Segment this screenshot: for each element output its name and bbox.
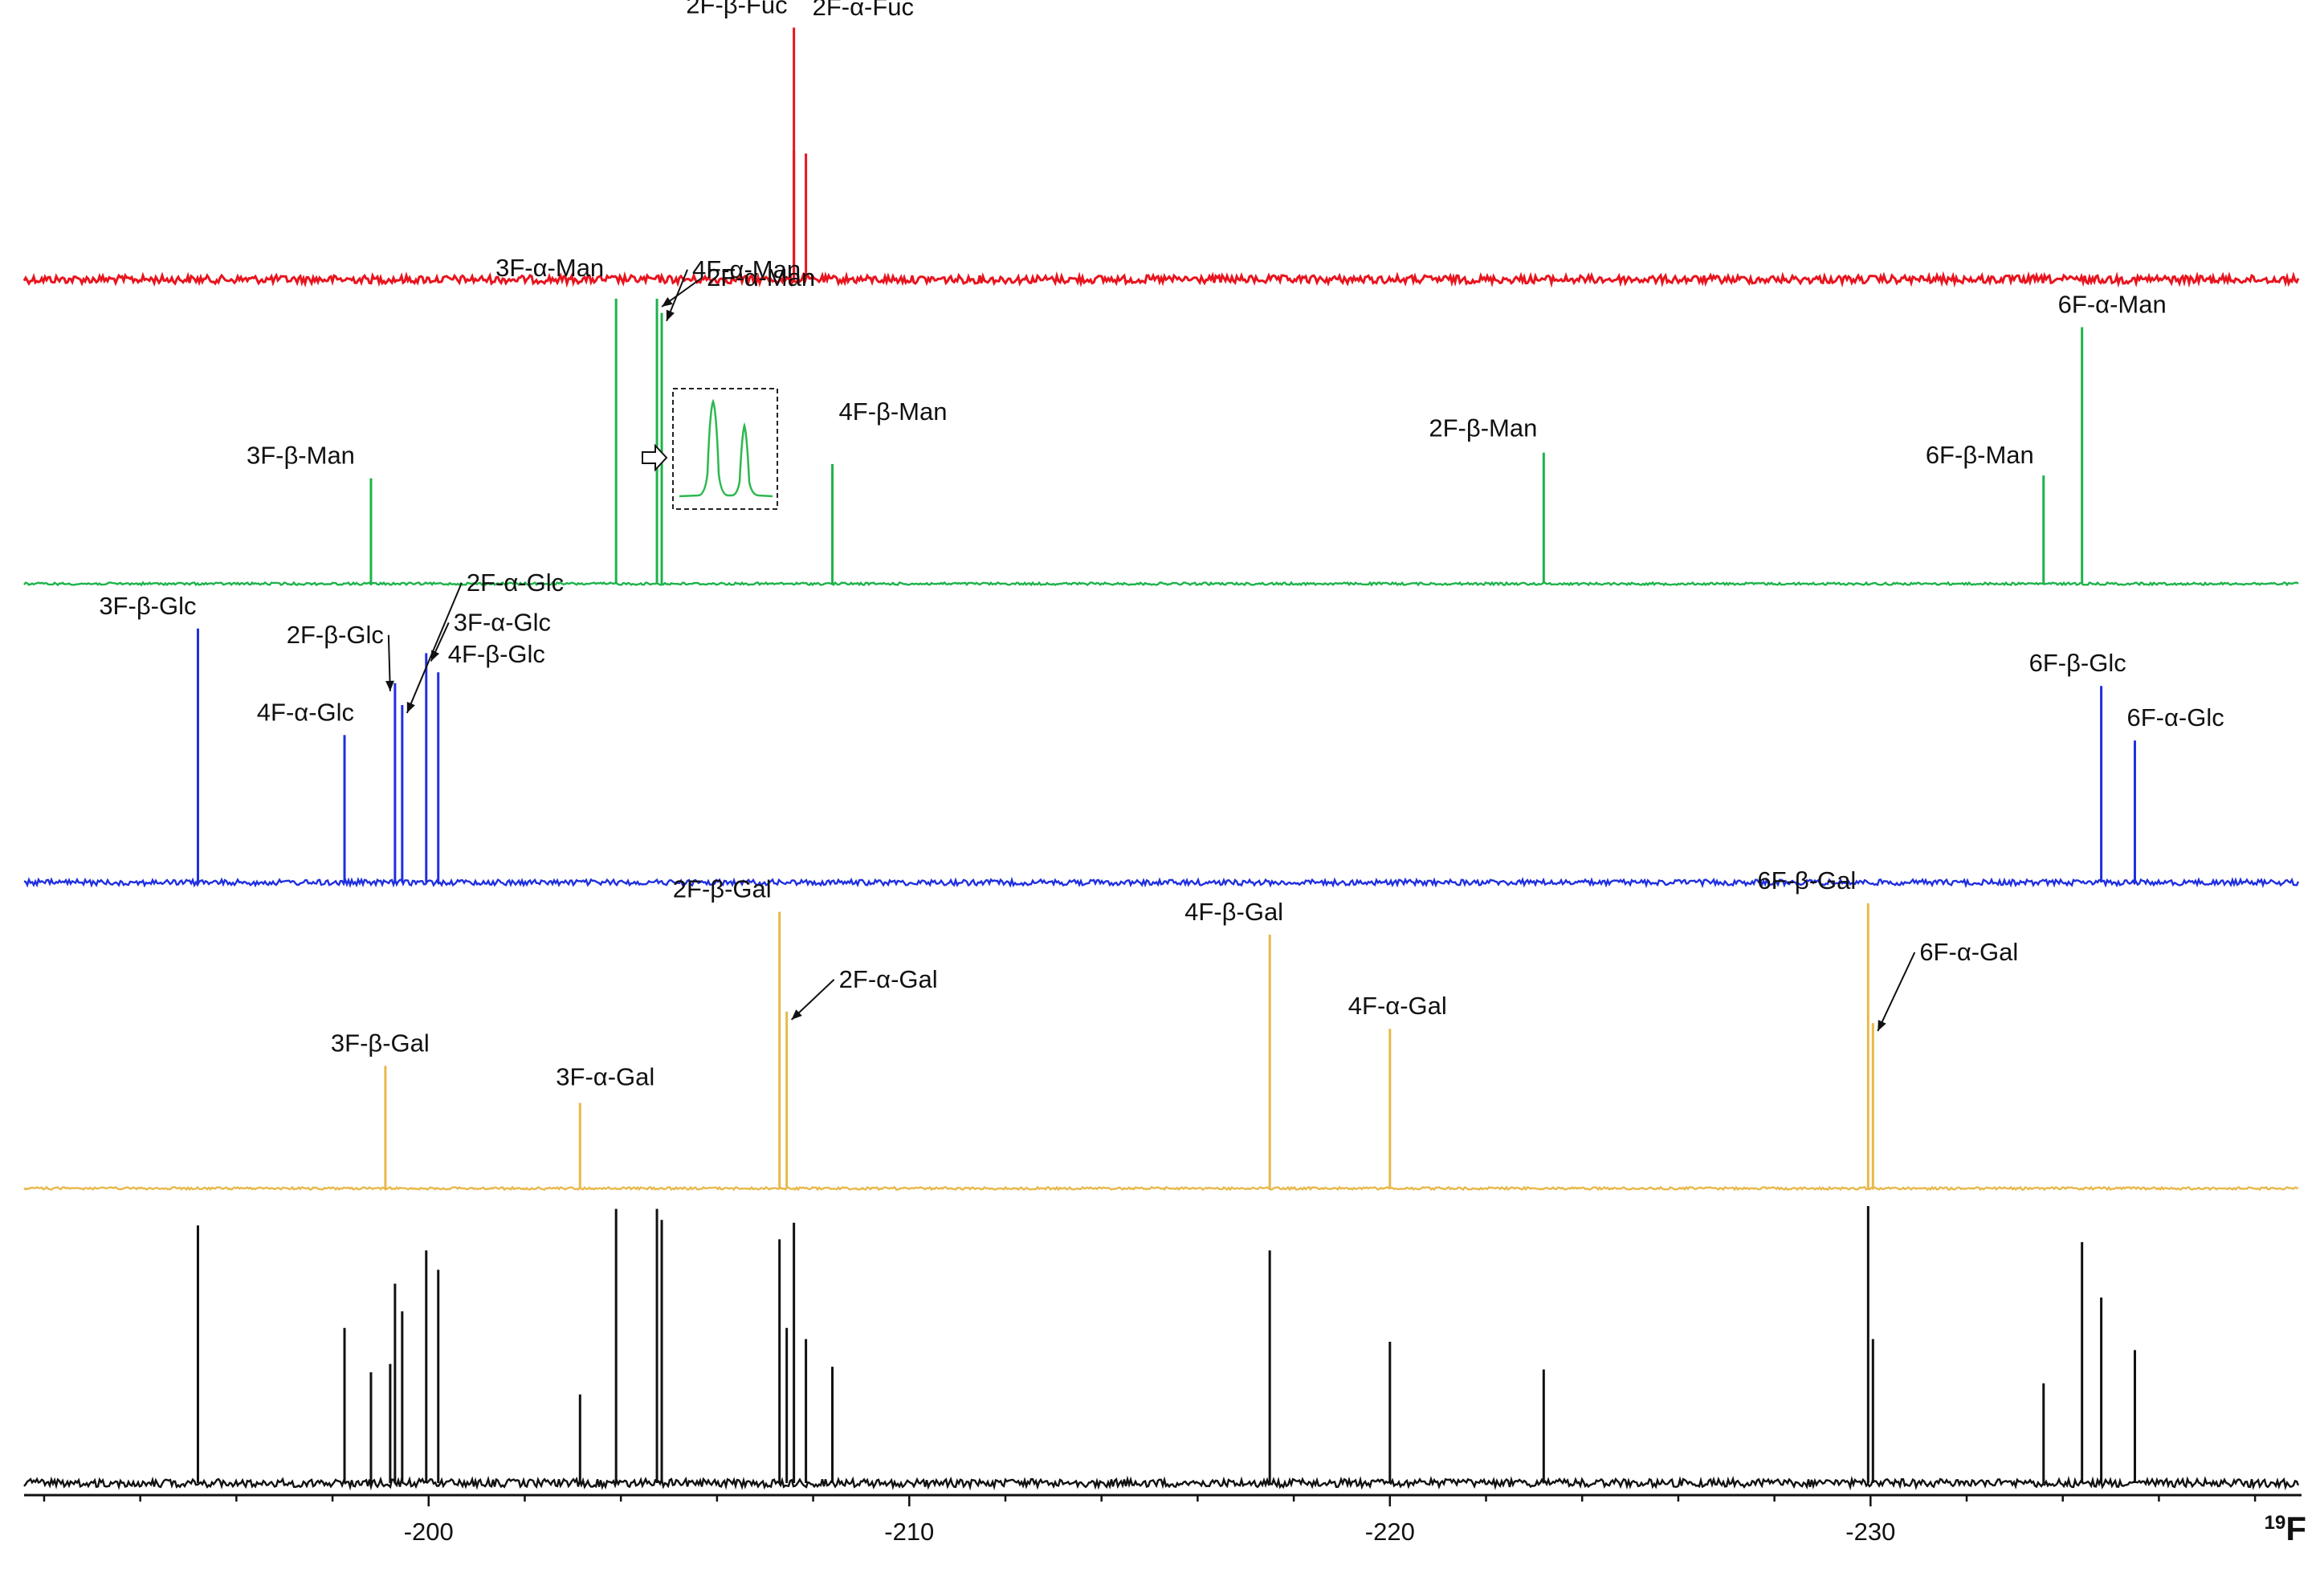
peak-label-man-5: 2F-β-Man [1429, 414, 1537, 442]
label-arrowhead-glc-4 [430, 650, 440, 662]
peak-label-gal-7: 6F-α-Gal [1919, 938, 2018, 966]
peak-label-man-4: 4F-β-Man [839, 397, 948, 426]
peak-label-gal-0: 3F-β-Gal [331, 1029, 430, 1057]
peak-label-gal-4: 4F-β-Gal [1184, 898, 1283, 926]
x-tick-label: -230 [1845, 1518, 1895, 1546]
peak-label-glc-6: 6F-β-Glc [2029, 649, 2126, 677]
peak-label-man-2: 2F-α-Man [707, 263, 815, 291]
peak-label-glc-1: 4F-α-Glc [257, 698, 354, 726]
peak-label-man-7: 6F-α-Man [2058, 291, 2167, 319]
label-arrowhead-glc-3 [406, 702, 415, 713]
peak-label-fuc-0: 2F-β-Fuc [686, 0, 787, 18]
inset-box [672, 388, 778, 510]
label-arrowhead-man-2 [662, 297, 673, 307]
peak-label-gal-6: 6F-β-Gal [1757, 866, 1856, 895]
x-axis: -200 -210 -220 -230 19F [24, 1494, 2306, 1547]
peak-label-man-6: 6F-β-Man [1926, 441, 2034, 469]
inset-zoomed-peaks [679, 398, 773, 498]
x-tick-label: -210 [884, 1518, 934, 1546]
peak-label-glc-0: 3F-β-Glc [99, 592, 196, 620]
label-arrowhead-glc-2 [385, 680, 394, 691]
peak-label-gal-1: 3F-α-Gal [556, 1063, 654, 1091]
baseline-gal [23, 1185, 2299, 1192]
label-arrowhead-gal-3 [791, 1009, 802, 1020]
peak-label-fuc-1: 2F-α-Fuc [813, 0, 914, 21]
x-tick-label: -220 [1365, 1518, 1415, 1546]
inset-pointer-arrow-icon [642, 443, 668, 472]
peak-label-man-0: 3F-β-Man [247, 442, 355, 470]
label-arrowhead-gal-7 [1878, 1020, 1886, 1032]
peak-label-glc-7: 6F-α-Glc [2127, 703, 2224, 732]
peak-label-man-1: 3F-α-Man [495, 254, 604, 282]
label-arrow-gal-7 [1877, 952, 1916, 1032]
peak-label-glc-4: 3F-α-Glc [454, 608, 551, 636]
peak-label-gal-5: 4F-α-Gal [1348, 992, 1447, 1020]
baseline-fuc [22, 271, 2300, 288]
label-arrowhead-man-3 [666, 309, 675, 321]
baseline-mixture [23, 1475, 2300, 1491]
spectrum-traces [22, 27, 2300, 1491]
peak-label-gal-3: 2F-α-Gal [839, 965, 938, 993]
x-tick-label: -200 [404, 1518, 454, 1546]
x-axis-label: 19F [2265, 1510, 2306, 1547]
baseline-glc [23, 876, 2300, 889]
peak-zoom-inset [642, 388, 778, 510]
peak-label-man-3: 4F-α-Man [692, 255, 801, 283]
peak-label-gal-2: 2F-β-Gal [673, 875, 772, 903]
peak-label-glc-2: 2F-β-Glc [287, 621, 384, 649]
label-arrow-glc-3 [406, 582, 463, 714]
peak-label-glc-5: 4F-β-Glc [448, 640, 545, 668]
baseline-man [23, 581, 2299, 587]
peak-labels: 2F-β-Fuc 2F-α-Fuc 3F-β-Man 3F-α-Man 2F-α-Man… [99, 0, 2224, 1091]
peak-label-glc-3: 2F-α-Glc [467, 569, 564, 597]
